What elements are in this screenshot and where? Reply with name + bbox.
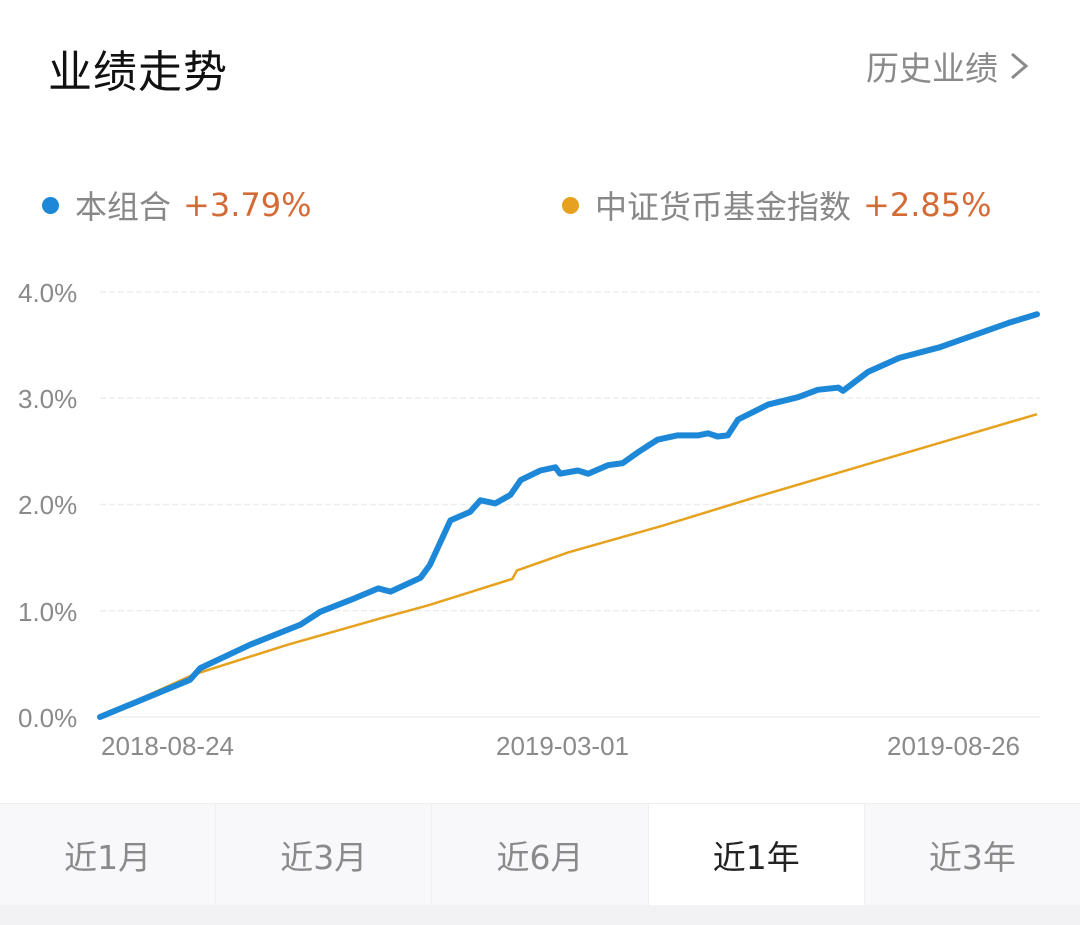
- chart-legend: 本组合 +3.79% 中证货币基金指数 +2.85%: [0, 182, 1080, 226]
- section-header: 业绩走势 历史业绩: [0, 0, 1080, 130]
- page-title: 业绩走势: [48, 47, 228, 98]
- tab-6-months[interactable]: 近6月: [432, 804, 649, 906]
- history-link-label: 历史业绩: [866, 49, 998, 88]
- portfolio-line: [97, 311, 1040, 720]
- legend-name: 本组合: [75, 188, 172, 226]
- legend-item-portfolio: 本组合 +3.79%: [42, 182, 311, 228]
- gridlines: [100, 291, 1040, 718]
- chart-plot-area: [97, 291, 1040, 720]
- legend-value: +3.79%: [183, 186, 312, 224]
- tab-3-years[interactable]: 近3年: [928, 838, 1016, 877]
- bottom-divider: [0, 905, 1080, 925]
- history-performance-link[interactable]: 历史业绩: [866, 42, 1036, 90]
- tab-1-month[interactable]: 近1月: [0, 804, 217, 906]
- y-tick-label: 0.0%: [18, 703, 78, 733]
- tab-3-months[interactable]: 近3月: [216, 804, 433, 906]
- y-tick-label: 4.0%: [18, 278, 78, 308]
- tab-1-year[interactable]: 近1年: [648, 804, 865, 906]
- y-tick-label: 3.0%: [18, 384, 78, 414]
- chevron-right-icon: [1011, 52, 1029, 80]
- y-tick-label: 1.0%: [18, 597, 78, 627]
- performance-chart: 4.0% 3.0% 2.0% 1.0% 0.0% 2018-08-24 2019…: [0, 270, 1080, 770]
- y-tick-label: 2.0%: [18, 490, 78, 520]
- x-tick-label: 2019-03-01: [496, 731, 629, 761]
- period-tabs: 近1月 近3月 近6月 近1年 近3年: [0, 803, 1080, 906]
- legend-name: 中证货币基金指数: [595, 188, 852, 226]
- legend-value: +2.85%: [863, 186, 992, 224]
- x-tick-label: 2018-08-24: [101, 731, 234, 761]
- x-tick-label: 2019-08-26: [887, 731, 1020, 761]
- gold-dot-icon: [562, 196, 579, 214]
- index-line: [99, 413, 1038, 719]
- legend-item-index: 中证货币基金指数 +2.85%: [562, 182, 991, 228]
- blue-dot-icon: [42, 196, 59, 214]
